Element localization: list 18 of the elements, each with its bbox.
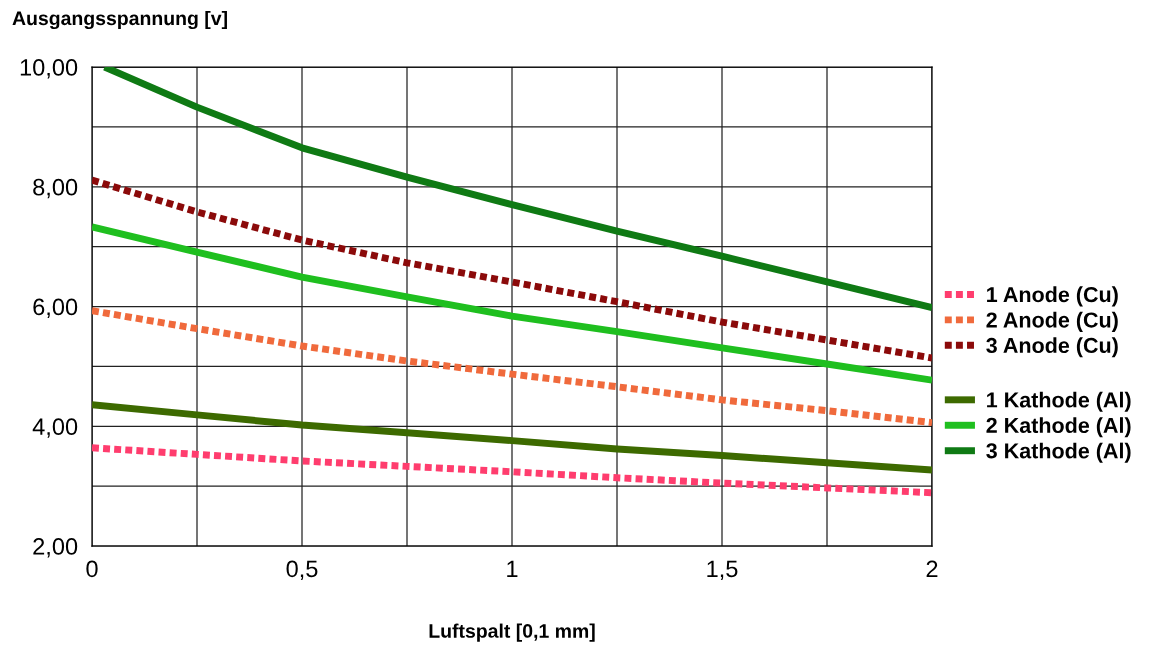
legend-label: 1 Kathode (Al) (987, 391, 1131, 412)
y-axis-title: Ausgangsspannung [v] (12, 10, 227, 30)
legend-label: 2 Anode (Cu) (986, 311, 1118, 332)
x-tick-label: 1 (507, 560, 518, 577)
legend-label: 2 Kathode (Al) (986, 417, 1131, 438)
x-axis-title: Luftspalt [0,1 mm] (429, 623, 595, 642)
x-tick-label: 0 (86, 560, 98, 578)
x-tick-label: 0,5 (286, 560, 318, 581)
y-tick-label: 2,00 (33, 538, 78, 558)
y-tick-label: 8,00 (33, 178, 78, 199)
legend-label: 1 Anode (Cu) (987, 286, 1118, 307)
y-tick-label: 4,00 (32, 418, 78, 438)
x-tick-label: 2 (926, 560, 938, 577)
legend-label: 3 Anode (Cu) (986, 337, 1118, 358)
legend-label: 3 Kathode (Al) (986, 442, 1131, 463)
x-tick-label: 1,5 (707, 560, 738, 581)
y-tick-label: 10,00 (20, 59, 78, 79)
y-tick-label: 6,00 (33, 298, 78, 319)
